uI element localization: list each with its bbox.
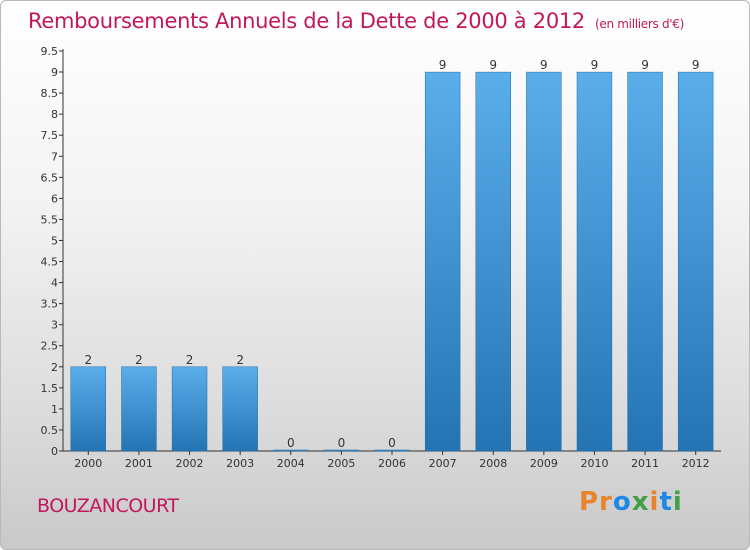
bar-2009 (526, 71, 562, 452)
y-tick-label: 5 (51, 234, 58, 247)
x-tick-label-2010: 2010 (580, 457, 608, 470)
proxiti-logo: Proxiti (579, 487, 683, 517)
y-tick-label: 9 (51, 66, 58, 79)
x-tick-label-2012: 2012 (682, 457, 710, 470)
y-tick-label: 8.5 (41, 87, 59, 100)
y-tick-label: 0.5 (41, 424, 59, 437)
y-tick-label: 2 (51, 361, 58, 374)
bar-2011 (627, 71, 663, 452)
x-tick-label-2006: 2006 (378, 457, 406, 470)
y-tick-label: 3 (51, 319, 58, 332)
x-tick-label-2002: 2002 (176, 457, 204, 470)
data-label-2007: 9 (439, 58, 447, 72)
x-tick-label-2005: 2005 (327, 457, 355, 470)
y-tick-label: 1 (51, 403, 58, 416)
bar-2001 (121, 366, 157, 452)
bar-2012 (677, 71, 714, 452)
y-tick-label: 9.5 (41, 45, 59, 58)
bar-2000 (70, 366, 106, 452)
x-tick-label-2001: 2001 (125, 457, 153, 470)
y-tick-label: 6 (51, 192, 58, 205)
y-tick-label: 0 (51, 445, 58, 458)
x-tick-label-2000: 2000 (74, 457, 102, 470)
y-tick-label: 5.5 (41, 213, 59, 226)
y-tick-label: 2.5 (41, 340, 59, 353)
x-tick-label-2004: 2004 (277, 457, 305, 470)
bar-2006 (374, 449, 410, 452)
x-tick-label-2008: 2008 (479, 457, 507, 470)
y-tick-label: 6.5 (41, 171, 59, 184)
data-label-2012: 9 (692, 58, 700, 72)
data-label-2009: 9 (540, 58, 548, 72)
x-tick-label-2011: 2011 (631, 457, 659, 470)
bar-2003 (222, 366, 258, 452)
bar-2008 (475, 71, 511, 452)
x-tick-label-2007: 2007 (429, 457, 457, 470)
y-tick-label: 4.5 (41, 256, 59, 269)
bar-2005 (323, 449, 360, 452)
y-tick-label: 7 (51, 150, 58, 163)
data-label-2006: 0 (388, 436, 396, 450)
data-label-2010: 9 (591, 58, 599, 72)
y-tick-label: 4 (51, 277, 58, 290)
y-tick-label: 1.5 (41, 382, 59, 395)
bar-2002 (171, 366, 208, 452)
data-label-2004: 0 (287, 436, 295, 450)
chart-unit: (en milliers d'€) (595, 17, 685, 31)
y-tick-label: 8 (51, 108, 58, 121)
data-label-2001: 2 (135, 353, 143, 367)
x-tick-label-2009: 2009 (530, 457, 558, 470)
y-tick-label: 3.5 (41, 298, 59, 311)
data-label-2000: 2 (84, 353, 92, 367)
data-label-2008: 9 (489, 58, 497, 72)
bar-2004 (273, 449, 309, 452)
chart-title: Remboursements Annuels de la Dette de 20… (28, 9, 685, 33)
x-tick-label-2003: 2003 (226, 457, 254, 470)
data-label-2011: 9 (641, 58, 649, 72)
data-label-2005: 0 (338, 436, 346, 450)
y-tick-label: 7.5 (41, 129, 59, 142)
data-label-2003: 2 (236, 353, 244, 367)
bar-2007 (424, 71, 461, 452)
bar-2010 (576, 71, 613, 452)
commune-name: BOUZANCOURT (37, 495, 179, 517)
data-label-2002: 2 (186, 353, 194, 367)
